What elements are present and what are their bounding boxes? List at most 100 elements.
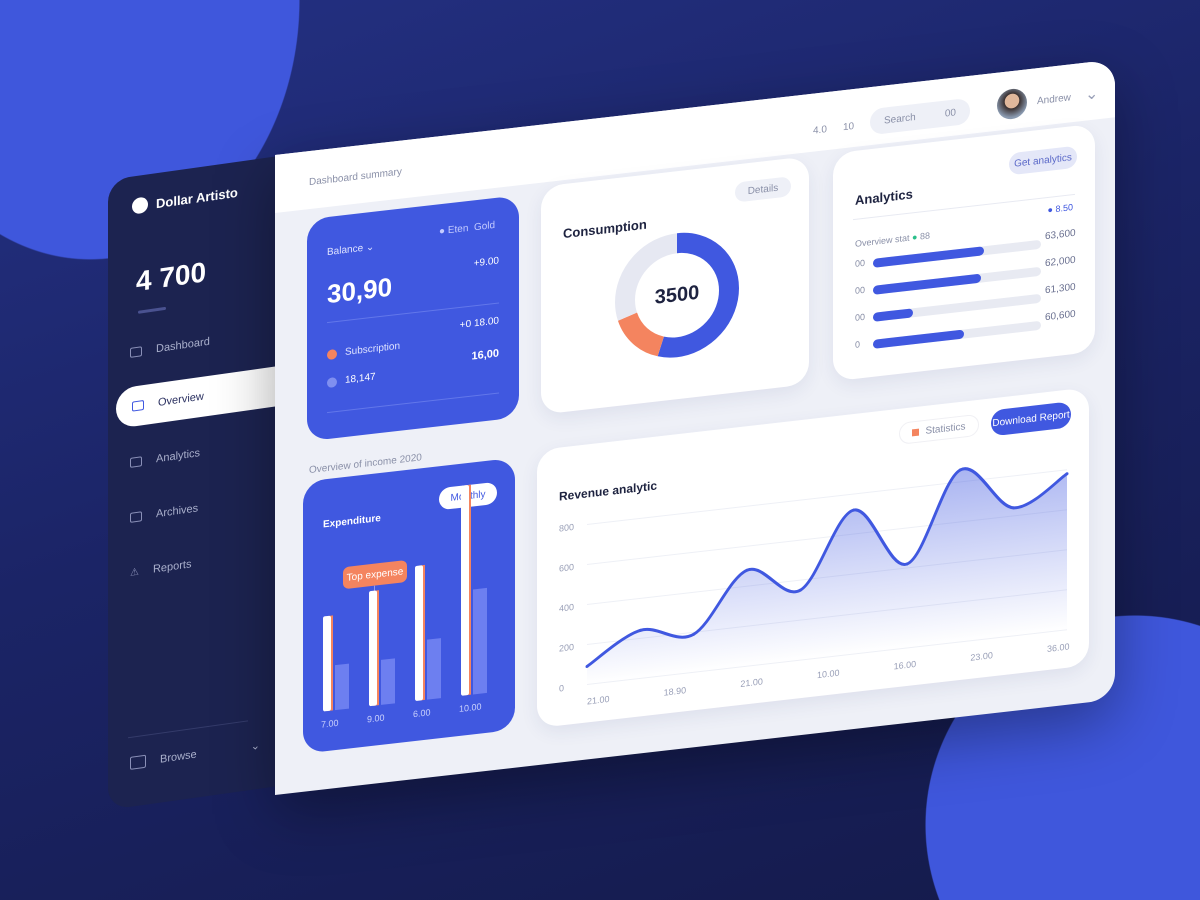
folder-icon: [130, 511, 142, 523]
gridline: [587, 469, 1067, 525]
row-value: 60,600: [1045, 308, 1076, 324]
get-analytics-button[interactable]: Get analytics: [1009, 145, 1077, 176]
warning-icon: ⚠: [130, 566, 139, 579]
data-point: [798, 588, 802, 592]
progress-fill: [873, 246, 984, 268]
sidebar-item-dashboard[interactable]: Dashboard: [130, 336, 210, 359]
y-tick-label: 600: [559, 562, 574, 574]
card-title: Analytics: [855, 186, 913, 208]
row: 18,147: [327, 372, 376, 389]
donut-card: Consumption Details 3500: [541, 156, 809, 415]
row-delta: +0 18.00: [459, 315, 499, 331]
line-chart: 0 200 400 600 800 21.00 18.90 21.00 10.00 16.00 23…: [559, 467, 1069, 707]
legend-label: Eten: [447, 222, 469, 237]
data-point: [585, 664, 589, 668]
progress-track: [873, 266, 1041, 295]
balance-dropdown[interactable]: Balance ⌄: [327, 241, 375, 259]
divider: [128, 720, 248, 739]
divider: [327, 392, 499, 414]
sidebar-item-analytics[interactable]: Analytics: [130, 447, 200, 469]
label: Browse: [160, 748, 197, 766]
card-title: Expenditure: [323, 512, 381, 531]
progress-fill: [873, 329, 964, 349]
bar-callout: Top expense: [343, 559, 407, 590]
bar-secondary: [381, 658, 395, 705]
brand[interactable]: Dollar Artisto: [132, 184, 238, 215]
bar-primary: [461, 484, 469, 696]
data-point: [958, 468, 962, 472]
details-button[interactable]: Details: [735, 176, 791, 203]
label: Balance: [327, 242, 364, 259]
wallet-icon: [130, 754, 146, 770]
legend-label: Statistics: [925, 420, 966, 437]
search-placeholder: Search: [884, 111, 916, 127]
bar-secondary: [473, 587, 487, 695]
data-point: [852, 508, 856, 512]
row-value: 16,00: [471, 347, 499, 363]
x-tick-label: 16.00: [894, 659, 916, 672]
chevron-down-icon[interactable]: ⌄: [1085, 85, 1099, 104]
brand-name: Dollar Artisto: [156, 184, 238, 211]
sidebar-item-archives[interactable]: Archives: [130, 502, 198, 524]
row-label: 00: [855, 311, 866, 323]
donut-chart: [615, 232, 739, 358]
download-report-button[interactable]: Download Report: [991, 401, 1071, 437]
x-tick-label: 18.90: [664, 685, 686, 698]
row-label: 00: [855, 284, 866, 296]
x-tick-label: 10.00: [817, 668, 839, 681]
bar-primary: [323, 615, 331, 712]
search-input[interactable]: Search 00: [870, 97, 970, 136]
data-point: [1065, 472, 1069, 476]
balance-card: Balance ⌄ ● Eten Gold 30,90 +9.00 +0 18.…: [307, 195, 519, 442]
label: Reports: [152, 558, 192, 576]
balance-value: 30,90: [327, 271, 393, 310]
row-value: 63,600: [1045, 227, 1076, 243]
stat: 4.0: [813, 124, 827, 137]
bar-chart-card: Expenditure Monthly Top expense 7.00 9.0…: [303, 457, 515, 754]
x-tick-label: 21.00: [740, 676, 762, 689]
line-series: [586, 467, 1068, 668]
donut-segment: [615, 232, 739, 358]
search-badge: 00: [944, 106, 956, 120]
sidebar-item-reports[interactable]: ⚠ Reports: [130, 558, 192, 579]
data-point: [1012, 506, 1016, 510]
dot-icon: [327, 348, 337, 360]
x-tick-label: 36.00: [1047, 642, 1069, 655]
row-label: 00: [855, 257, 866, 269]
box-icon: [130, 456, 142, 468]
badge: 88: [919, 230, 930, 242]
label: Overview stat: [855, 232, 910, 249]
card-icon: [132, 399, 144, 412]
y-tick-label: 200: [559, 642, 574, 654]
bar-secondary: [335, 663, 349, 711]
y-tick-label: 400: [559, 602, 574, 614]
progress-track: [873, 293, 1041, 322]
user-name[interactable]: Andrew: [1037, 92, 1071, 108]
donut-center-value: 3500: [654, 281, 700, 309]
data-point: [745, 568, 749, 572]
chevron-down-icon: ⌄: [250, 739, 260, 753]
progress-track: [873, 320, 1041, 349]
x-tick-label: 21.00: [587, 694, 609, 707]
balance-delta: +9.00: [473, 255, 499, 270]
bar-label: 10.00: [459, 701, 482, 715]
area-fill: [587, 468, 1067, 685]
legend-swatch: [912, 428, 920, 436]
data-point: [638, 628, 642, 632]
avatar[interactable]: [997, 87, 1027, 121]
sidebar-item-overview[interactable]: Overview: [116, 366, 276, 429]
sub-label: Overview stat ● 88: [855, 230, 930, 249]
legend: ● Eten Gold: [439, 219, 496, 238]
sidebar: Dollar Artisto 4 700 Dashboard Overview …: [108, 156, 276, 810]
bar-primary: [415, 565, 423, 702]
legend-label: 8.50: [1055, 202, 1073, 215]
label: Overview: [158, 390, 204, 409]
row-value: 62,000: [1045, 254, 1076, 270]
y-tick-label: 0: [559, 683, 564, 694]
label: Analytics: [156, 447, 201, 466]
analytics-card: Analytics Get analytics ● 8.50 Overview …: [833, 123, 1095, 382]
legend: ● 8.50: [1047, 202, 1073, 215]
sidebar-footer[interactable]: Browse ⌄: [130, 739, 260, 770]
progress-fill: [873, 273, 981, 295]
legend-label: Gold: [473, 219, 496, 234]
